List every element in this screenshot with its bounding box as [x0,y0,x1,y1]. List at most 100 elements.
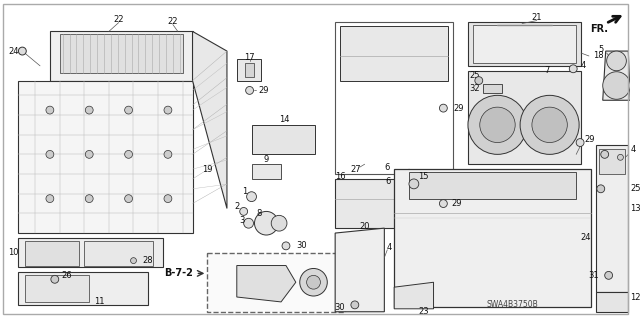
Circle shape [282,242,290,250]
Polygon shape [409,172,576,199]
Circle shape [164,195,172,203]
Polygon shape [207,253,345,312]
Circle shape [601,151,609,158]
Text: 26: 26 [61,271,72,280]
Text: 27: 27 [350,165,360,174]
Text: B-7-2: B-7-2 [164,268,193,278]
Circle shape [351,301,359,309]
Polygon shape [468,22,581,66]
Polygon shape [50,31,193,81]
Polygon shape [335,228,385,312]
Text: 30: 30 [334,303,345,312]
Circle shape [597,185,605,193]
Text: 15: 15 [419,173,429,182]
Text: 19: 19 [202,165,212,174]
Text: 25: 25 [630,184,640,193]
Circle shape [46,151,54,158]
Text: 2: 2 [234,202,239,211]
Circle shape [271,215,287,231]
Circle shape [603,72,630,99]
Text: 18: 18 [593,51,604,61]
Text: 6: 6 [386,177,391,186]
Circle shape [85,106,93,114]
Text: 31: 31 [588,271,599,280]
Text: 17: 17 [244,54,255,63]
Polygon shape [596,292,628,312]
Circle shape [440,200,447,207]
Polygon shape [19,81,193,233]
Polygon shape [468,71,581,164]
Text: SWA4B3750B: SWA4B3750B [486,300,538,309]
Text: 23: 23 [419,307,429,316]
Polygon shape [483,84,502,93]
Polygon shape [335,179,453,228]
Circle shape [300,269,327,296]
Circle shape [85,151,93,158]
Circle shape [576,139,584,146]
Text: 13: 13 [630,204,640,213]
Text: 4: 4 [581,61,586,70]
Circle shape [618,154,623,160]
Text: 32: 32 [469,84,479,93]
Circle shape [244,218,253,228]
Text: 3: 3 [239,216,244,225]
Polygon shape [599,149,625,174]
Text: 29: 29 [451,199,461,208]
Polygon shape [394,169,591,307]
Text: 16: 16 [335,172,346,181]
Text: 9: 9 [264,155,269,164]
Text: 28: 28 [142,256,153,265]
Circle shape [51,275,59,283]
Circle shape [468,95,527,154]
Text: 29: 29 [259,86,269,95]
Text: 21: 21 [532,13,542,22]
Circle shape [240,207,248,215]
Polygon shape [596,145,628,292]
Polygon shape [237,59,261,81]
Polygon shape [84,241,153,265]
Circle shape [125,151,132,158]
Text: 24: 24 [8,47,19,56]
Circle shape [246,86,253,94]
Text: 29: 29 [453,104,464,113]
Circle shape [46,106,54,114]
Circle shape [164,151,172,158]
Polygon shape [26,275,89,302]
Text: 4: 4 [387,243,392,252]
Circle shape [125,195,132,203]
Circle shape [85,195,93,203]
Circle shape [46,195,54,203]
Polygon shape [603,51,630,100]
Polygon shape [193,31,227,209]
Text: 22: 22 [168,17,178,26]
Circle shape [307,275,321,289]
Circle shape [440,104,447,112]
Text: 20: 20 [360,222,370,231]
Polygon shape [244,63,255,77]
Text: 29: 29 [584,135,595,144]
Polygon shape [26,241,79,265]
Text: 14: 14 [279,115,289,124]
Polygon shape [394,282,433,309]
Circle shape [246,192,257,202]
Text: 1: 1 [242,187,247,196]
Text: 11: 11 [94,297,104,307]
Text: 10: 10 [8,248,19,257]
Circle shape [520,95,579,154]
Circle shape [475,77,483,85]
Text: 6: 6 [384,163,389,172]
Polygon shape [252,164,281,179]
Circle shape [131,258,136,263]
Text: 30: 30 [296,241,307,250]
Circle shape [19,47,26,55]
Circle shape [570,65,577,73]
Polygon shape [19,238,163,268]
Circle shape [409,179,419,189]
Text: 25: 25 [469,71,479,80]
Polygon shape [252,125,316,154]
Circle shape [605,271,612,279]
Text: 22: 22 [113,15,124,24]
Text: 8: 8 [257,209,262,218]
Polygon shape [237,265,296,302]
Circle shape [125,106,132,114]
